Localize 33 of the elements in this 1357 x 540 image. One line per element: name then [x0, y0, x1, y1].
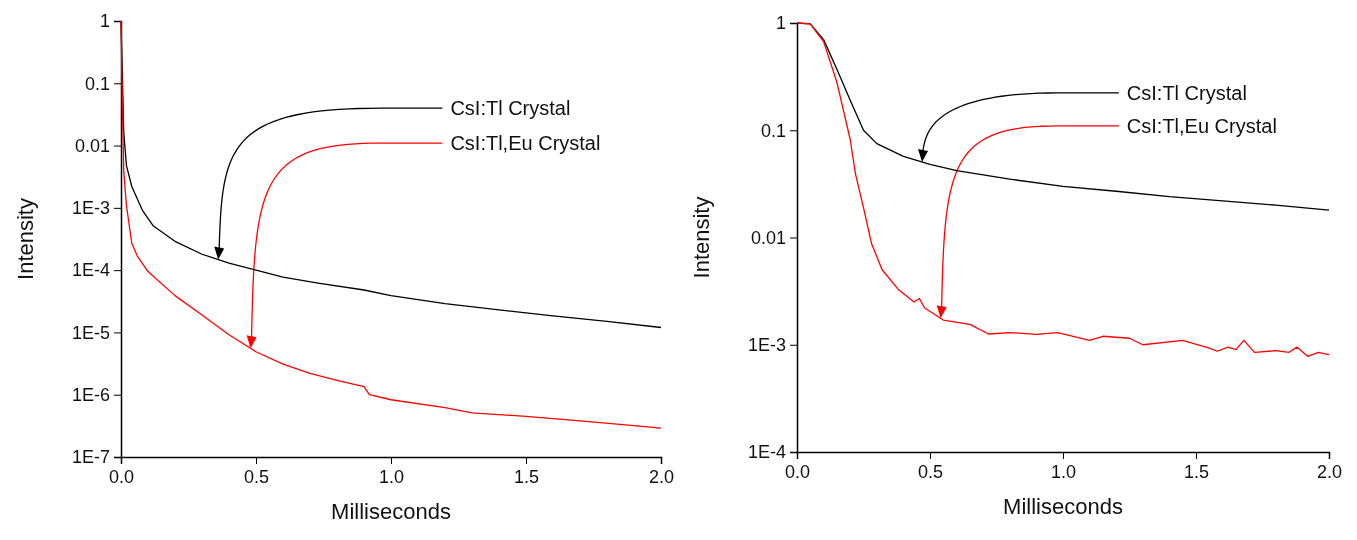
x-tick-label: 1.0 [378, 466, 405, 487]
y-tick-label: 1 [99, 11, 110, 32]
y-tick-label: 1E-3 [71, 198, 110, 219]
y-tick-label: 1E-5 [71, 322, 110, 343]
x-tick-label: 0.5 [243, 466, 270, 487]
y-tick-label: 0.1 [760, 120, 786, 141]
x-tick-label: 1.0 [1050, 461, 1077, 482]
x-tick-label: 2.0 [1316, 461, 1343, 482]
y-tick-label: 1E-6 [71, 384, 110, 405]
x-tick-label: 2.0 [648, 466, 675, 487]
x-axis-title: Milliseconds [331, 499, 451, 524]
y-tick-label: 0.1 [84, 73, 110, 94]
x-tick-label: 0.5 [917, 461, 944, 482]
y-axis-title: Intensity [689, 196, 714, 279]
annotation: CsI:Tl,Eu Crystal [1126, 114, 1277, 137]
y-tick-label: 1 [775, 13, 786, 34]
y-tick-label: 1E-4 [71, 260, 110, 281]
x-tick-label: 1.5 [1183, 461, 1210, 482]
x-tick-label: 1.5 [513, 466, 540, 487]
x-tick-label: 0.0 [108, 466, 135, 487]
x-tick-label: 0.0 [784, 461, 811, 482]
annotation: CsI:Tl,Eu Crystal [450, 132, 601, 155]
line-series [796, 22, 1330, 357]
y-tick-label: 1E-3 [747, 335, 786, 356]
x-axis-title: Milliseconds [1003, 494, 1123, 519]
y-tick-label: 1E-7 [71, 447, 110, 468]
y-tick-label: 0.01 [74, 135, 110, 156]
y-tick-label: 0.01 [750, 227, 786, 248]
line-series [120, 20, 662, 429]
y-tick-label: 1E-4 [747, 442, 786, 463]
y-axis-title: Intensity [13, 198, 38, 280]
annotation: CsI:Tl Crystal [1126, 81, 1247, 104]
annotation: CsI:Tl Crystal [450, 97, 571, 120]
